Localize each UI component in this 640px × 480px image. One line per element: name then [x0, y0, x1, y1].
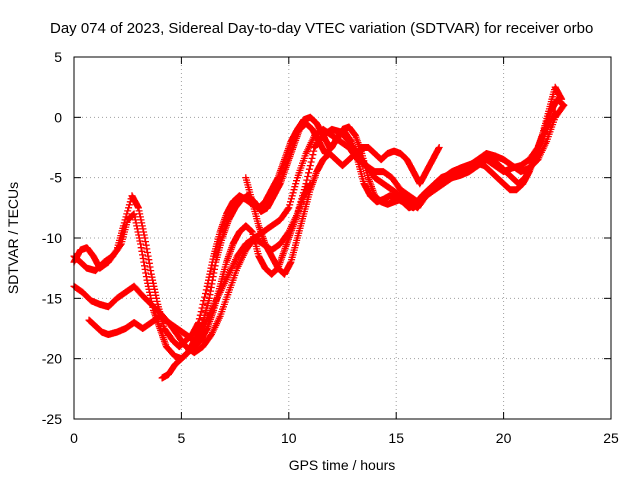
x-tick-label: 10: [281, 430, 297, 446]
x-tick-label: 5: [178, 430, 186, 446]
y-tick-label: -20: [42, 351, 62, 367]
data-points: [70, 83, 566, 351]
x-axis-label: GPS time / hours: [289, 457, 396, 473]
data-marks: [70, 83, 568, 382]
y-tick-label: -15: [42, 290, 62, 306]
chart-title: Day 074 of 2023, Sidereal Day-to-day VTE…: [50, 20, 593, 37]
series-track-2: [70, 83, 566, 351]
x-tick-label: 0: [70, 430, 78, 446]
y-tick-label: -10: [42, 230, 62, 246]
y-axis-label: SDTVAR / TECUs: [5, 182, 21, 294]
y-tick-label: 0: [54, 109, 62, 125]
y-axis-ticks: 5 0 -5 -10 -15 -20 -25: [42, 49, 611, 427]
plot-border: [73, 56, 612, 420]
y-tick-label: 5: [54, 49, 62, 65]
x-tick-label: 20: [496, 430, 512, 446]
x-axis-ticks: 0 5 10 15 20 25: [70, 57, 619, 446]
series-track-6: [242, 144, 443, 278]
y-tick-label: -25: [42, 411, 62, 427]
x-tick-label: 25: [603, 430, 619, 446]
grid: [74, 57, 611, 419]
x-tick-label: 15: [388, 430, 404, 446]
y-tick-label: -5: [50, 170, 63, 186]
data-points: [242, 144, 443, 278]
